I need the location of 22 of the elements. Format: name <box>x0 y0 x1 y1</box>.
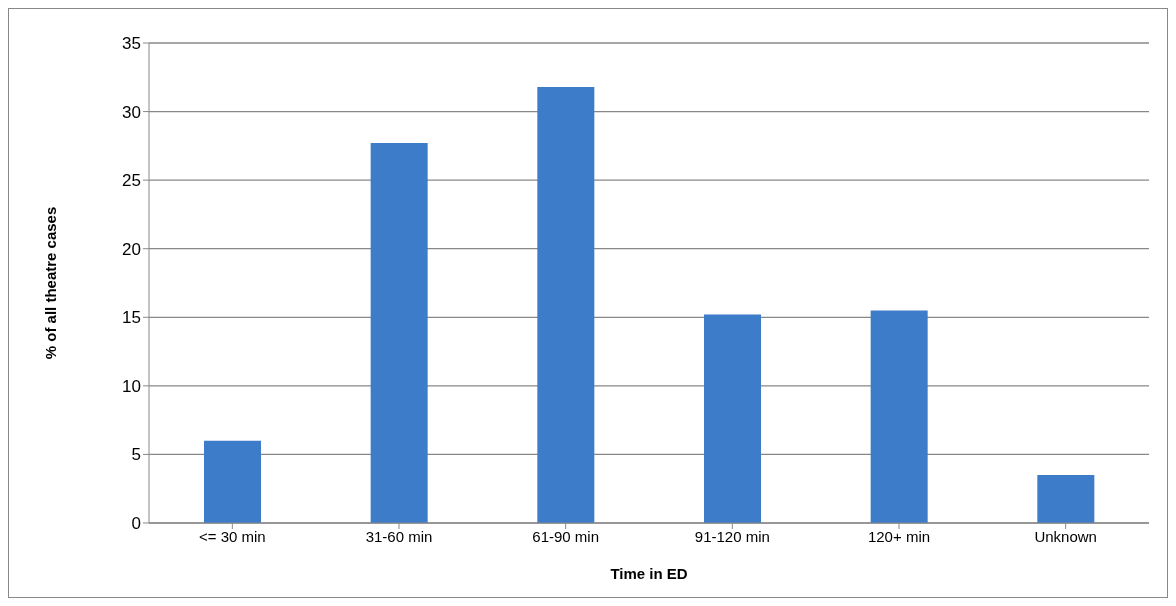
y-tick-label: 0 <box>131 514 141 534</box>
x-tick-label: 120+ min <box>867 527 931 545</box>
y-tick-label: 30 <box>122 102 141 122</box>
bar <box>370 143 428 523</box>
y-tick-label: 15 <box>122 308 141 328</box>
y-tick-label: 10 <box>122 376 141 396</box>
x-tick-label: 91-120 min <box>694 527 770 545</box>
bar <box>704 314 761 523</box>
x-tick-label: Unknown <box>1034 527 1097 545</box>
bar <box>1037 475 1095 523</box>
y-tick-label: 35 <box>122 34 141 54</box>
x-tick-label: <= 30 min <box>198 527 266 545</box>
y-tick-label: 25 <box>122 171 141 191</box>
x-axis-title: Time in ED <box>610 565 688 582</box>
x-tick-label: 61-90 min <box>532 527 600 545</box>
bar <box>204 440 261 523</box>
bar <box>537 86 595 523</box>
bar <box>870 310 928 523</box>
y-tick-label: 5 <box>131 445 141 465</box>
x-tick-label: 31-60 min <box>365 527 433 545</box>
y-tick-label: 20 <box>122 239 141 259</box>
y-axis-title: % of all theatre cases <box>42 206 60 360</box>
